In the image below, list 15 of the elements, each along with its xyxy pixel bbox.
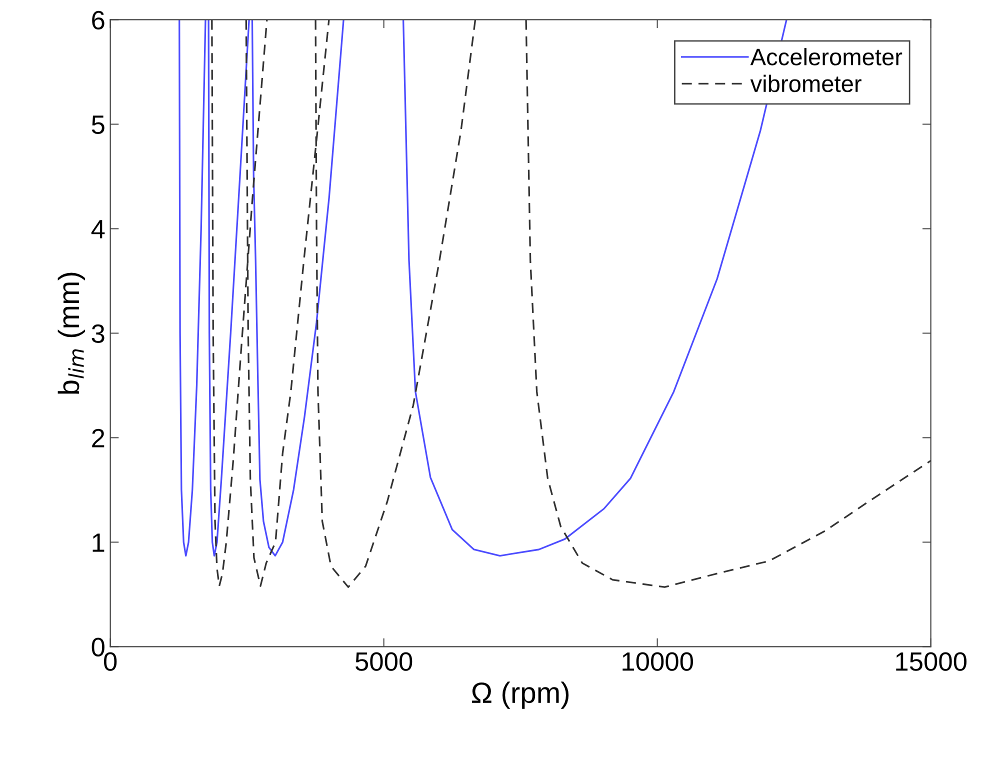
y-tick-label: 6 — [92, 10, 104, 30]
legend-label: vibrometer — [750, 74, 862, 92]
x-tick-label: 10000 — [622, 652, 693, 671]
x-tick-label: 0 — [104, 652, 117, 671]
y-axis-title: b$_{lim}$ (mm) — [58, 272, 85, 394]
y-tick-label: 4 — [91, 220, 105, 238]
legend-label: Accelerometer — [750, 48, 902, 66]
y-tick-label: 3 — [92, 324, 104, 344]
x-axis-title: Ω (rpm) — [472, 682, 569, 709]
x-tick-label: 5000 — [356, 652, 412, 671]
x-tick-label: 15000 — [896, 652, 966, 671]
y-tick-label: 1 — [92, 534, 104, 552]
y-tick-label: 2 — [92, 428, 104, 448]
y-tick-label: 0 — [92, 638, 104, 656]
y-tick-label: 5 — [92, 116, 104, 134]
